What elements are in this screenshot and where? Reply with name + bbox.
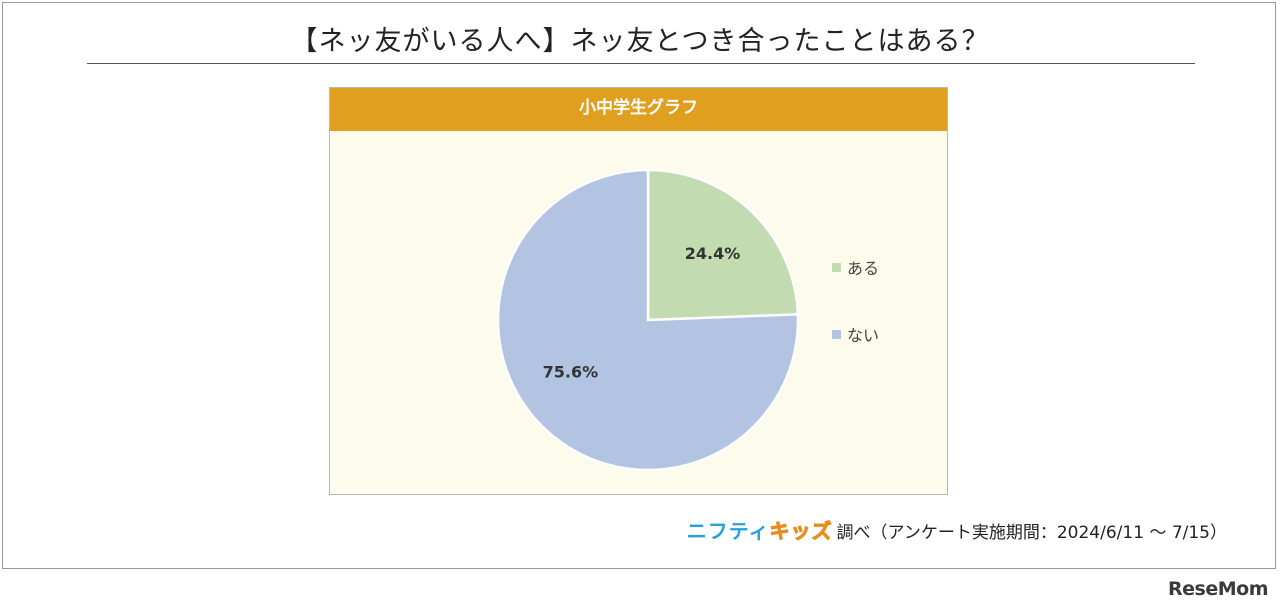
chart-panel: 小中学生グラフ 24.4% 75.6% あるない <box>329 87 948 495</box>
source-credit: ニフティキッズ 調べ（アンケート実施期間：2024/6/11 ～ 7/15） <box>687 515 1227 544</box>
resemom-logo: ReseMom <box>1168 578 1268 600</box>
title-divider <box>87 63 1195 64</box>
page-title: 【ネッ友がいる人へ】ネッ友とつき合ったことはある？ <box>290 26 990 57</box>
legend-swatch <box>832 263 841 272</box>
kids-logo-text: キッズ <box>769 519 833 544</box>
nifty-logo-text: ニフティ <box>686 519 770 543</box>
legend-swatch <box>832 330 841 339</box>
legend-label: ない <box>847 326 879 345</box>
pie-value-labels: 24.4% 75.6% <box>543 244 741 381</box>
pie-slices <box>496 168 800 472</box>
figure-frame: 【ネッ友がいる人へ】ネッ友とつき合ったことはある？ 小中学生グラフ 24.4% 7… <box>2 2 1276 569</box>
chart-header: 小中学生グラフ <box>330 88 947 131</box>
pie-value-label: 24.4% <box>685 244 741 263</box>
credit-text: 調べ（アンケート実施期間：2024/6/11 ～ 7/15） <box>836 523 1227 543</box>
pie-value-label: 75.6% <box>543 362 599 381</box>
pie-slice-aru <box>646 168 800 322</box>
legend-label: ある <box>847 259 879 278</box>
pie-slice-nai <box>496 168 800 472</box>
